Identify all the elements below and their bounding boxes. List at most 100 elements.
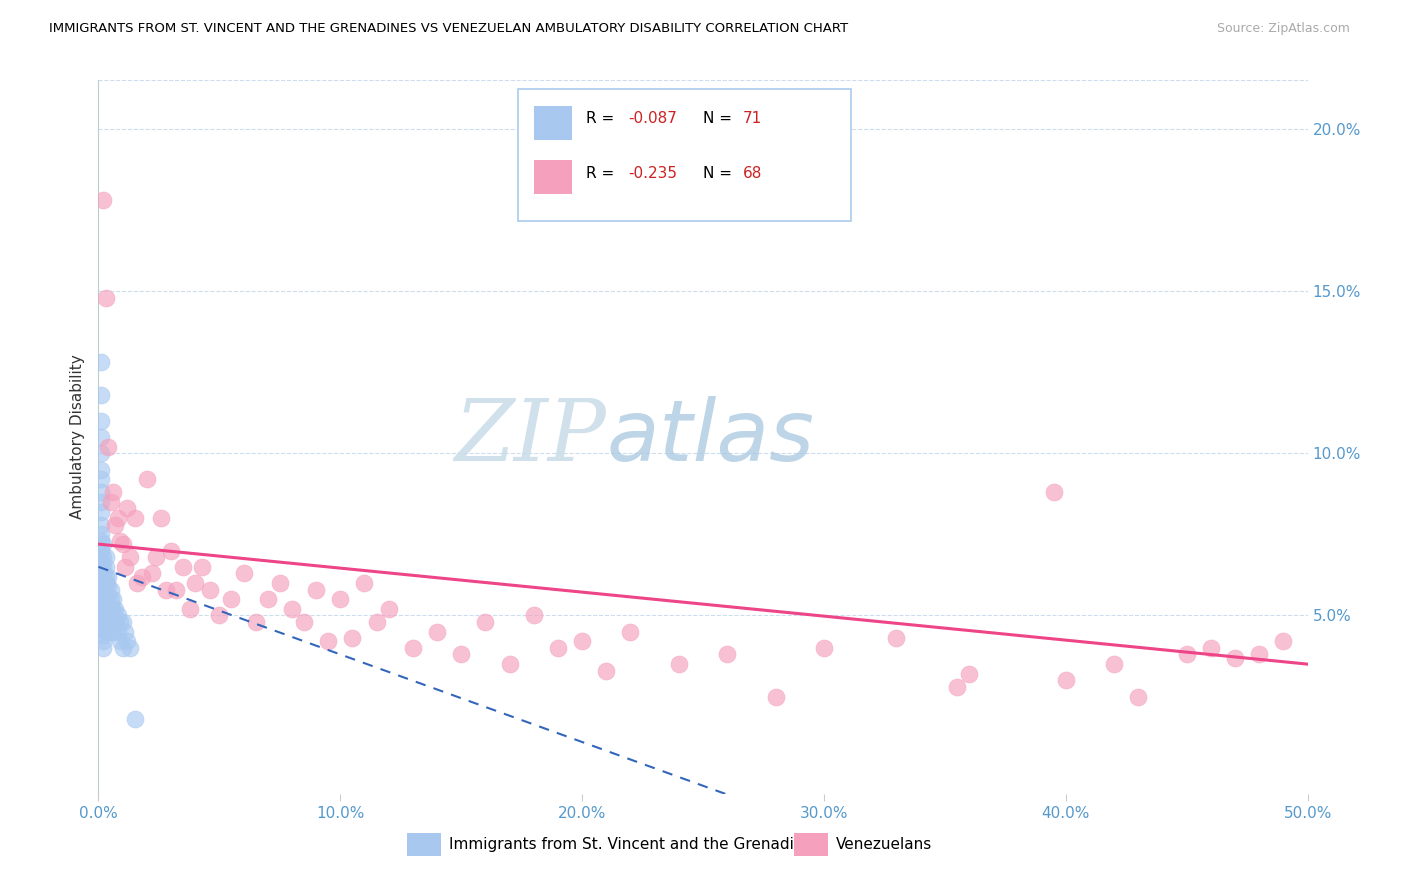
Text: Venezuelans: Venezuelans [837, 837, 932, 852]
Point [97, 440, 120, 454]
Point [281, 602, 304, 616]
Point [269, 576, 291, 591]
Point [1199, 640, 1222, 655]
Point [1042, 485, 1064, 500]
Point [91, 537, 114, 551]
Point [101, 602, 124, 616]
Point [316, 634, 339, 648]
Point [91, 622, 114, 636]
Point [94, 586, 117, 600]
Point [946, 680, 969, 694]
Text: Immigrants from St. Vincent and the Grenadines: Immigrants from St. Vincent and the Gren… [449, 837, 821, 852]
Point [90, 559, 112, 574]
Point [957, 666, 980, 681]
Point [118, 640, 141, 655]
Point [90, 388, 112, 402]
Point [94, 592, 117, 607]
Point [141, 566, 163, 581]
Point [91, 566, 114, 581]
Point [90, 543, 112, 558]
Point [342, 631, 364, 645]
Text: 71: 71 [742, 112, 762, 127]
Point [91, 615, 114, 629]
Point [198, 582, 221, 597]
Point [114, 624, 136, 639]
Point [160, 543, 183, 558]
Point [97, 569, 120, 583]
Point [107, 624, 129, 639]
Point [97, 589, 120, 603]
Point [595, 664, 617, 678]
Point [90, 505, 112, 519]
Text: N =: N = [703, 166, 737, 180]
Point [90, 566, 112, 581]
Point [104, 517, 127, 532]
Point [172, 559, 194, 574]
Point [90, 533, 112, 548]
Bar [406, 833, 440, 856]
Point [94, 291, 117, 305]
Point [94, 569, 117, 583]
Point [97, 579, 120, 593]
Point [101, 592, 124, 607]
Point [114, 559, 136, 574]
Point [111, 537, 134, 551]
Point [1102, 657, 1125, 672]
Point [127, 576, 149, 591]
Point [90, 553, 112, 567]
Point [101, 485, 124, 500]
Text: ZIP: ZIP [454, 396, 606, 478]
Text: R =: R = [586, 112, 619, 127]
Text: atlas: atlas [606, 395, 814, 479]
Point [124, 511, 146, 525]
Point [90, 582, 112, 597]
Point [131, 569, 153, 583]
Point [232, 566, 254, 581]
Text: -0.087: -0.087 [628, 112, 676, 127]
Point [90, 472, 112, 486]
Point [305, 582, 328, 597]
Point [94, 624, 117, 639]
Point [100, 592, 122, 607]
Point [191, 559, 214, 574]
Point [179, 602, 201, 616]
Point [91, 595, 114, 609]
Point [91, 582, 114, 597]
Point [111, 640, 134, 655]
Point [1054, 673, 1077, 688]
Point [108, 533, 131, 548]
FancyBboxPatch shape [517, 89, 851, 221]
Point [450, 648, 472, 662]
Point [91, 640, 114, 655]
Point [208, 608, 231, 623]
Point [91, 576, 114, 591]
Point [91, 194, 114, 208]
Point [668, 657, 690, 672]
Point [1175, 648, 1198, 662]
Point [90, 462, 112, 476]
Y-axis label: Ambulatory Disability: Ambulatory Disability [70, 355, 86, 519]
Point [91, 550, 114, 565]
Point [91, 634, 114, 648]
Point [94, 576, 117, 591]
Point [90, 485, 112, 500]
Text: R =: R = [586, 166, 619, 180]
Text: N =: N = [703, 112, 737, 127]
Bar [534, 106, 572, 140]
Point [94, 608, 117, 623]
Point [94, 615, 117, 629]
Bar [793, 833, 828, 856]
Point [145, 550, 167, 565]
Point [91, 559, 114, 574]
Point [90, 592, 112, 607]
Point [97, 624, 120, 639]
Point [117, 634, 139, 648]
Point [100, 495, 122, 509]
Point [124, 712, 146, 726]
Point [91, 608, 114, 623]
Point [619, 624, 641, 639]
Point [90, 355, 112, 369]
Text: Source: ZipAtlas.com: Source: ZipAtlas.com [1216, 22, 1350, 36]
Point [90, 527, 112, 541]
Point [100, 608, 122, 623]
